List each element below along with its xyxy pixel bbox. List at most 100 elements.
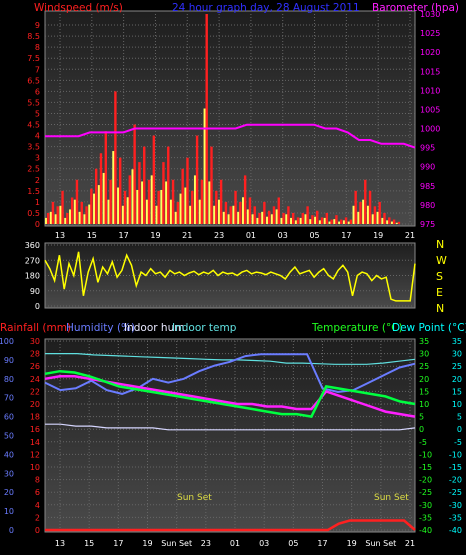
wind-gust-bar: [392, 219, 396, 224]
wind-gust-bar: [320, 217, 324, 224]
series-marks: [44, 14, 416, 532]
wind-gust-bar: [378, 201, 381, 224]
wind-x-tick: 23: [214, 231, 224, 240]
wind-avg-bar: [386, 220, 390, 224]
humidity-y-tick: 50: [4, 432, 14, 441]
wind-avg-bar: [294, 220, 298, 224]
dew-y-tick: -30: [449, 501, 462, 510]
wind-avg-bar: [270, 214, 274, 224]
barometer-title: Barometer (hpa): [372, 2, 459, 14]
wind-avg-bar: [131, 169, 135, 224]
humidity-y-tick: 40: [4, 450, 14, 459]
wind-avg-bar: [107, 199, 111, 224]
dir-compass-label: S: [436, 270, 443, 283]
wind-gust-bar: [301, 212, 304, 224]
dir-y-tick: 0: [35, 302, 40, 311]
temp-y-tick: -20: [419, 476, 432, 485]
wind-avg-bar: [371, 214, 375, 224]
wind-avg-bar: [97, 185, 101, 224]
legend-rainfall: Rainfall (mm): [0, 322, 71, 334]
baro-y-tick: 995: [420, 144, 435, 153]
wind-gust-bar: [224, 201, 228, 224]
wind-gust-bar: [56, 206, 59, 224]
wind-avg-bar: [126, 197, 130, 224]
dir-y-tick: 270: [25, 256, 40, 265]
wind-avg-bar: [342, 220, 346, 224]
wind-gust-bar: [51, 201, 55, 224]
temp-x-tick: 05: [288, 539, 298, 548]
temp-x-tick: Sun Set: [161, 539, 192, 548]
wind-gust-bar: [215, 190, 218, 224]
windspeed-title: Windspeed (m/s): [34, 2, 123, 14]
wind-avg-bar: [275, 209, 279, 224]
dew-y-tick: 15: [452, 387, 462, 396]
wind-y-tick: 6.5: [27, 76, 40, 85]
rain-y-tick: 28: [30, 350, 40, 359]
rain-y-tick: 10: [30, 463, 40, 472]
temp-y-tick: -10: [419, 450, 432, 459]
wind-gust-bar: [287, 206, 290, 224]
legend-dewpoint: Dew Point (°C): [392, 322, 466, 334]
dew-y-tick: -5: [454, 438, 462, 447]
baro-y-tick: 1020: [420, 48, 440, 57]
rain-y-tick: 2: [35, 513, 40, 522]
temp-y-tick: -35: [419, 513, 432, 522]
wind-avg-bar: [150, 175, 154, 224]
wind-avg-bar: [174, 211, 178, 224]
temp-y-tick: 30: [419, 350, 429, 359]
baro-y-tick: 1000: [420, 125, 440, 134]
wind-gust-bar: [133, 124, 136, 224]
wind-avg-bar: [112, 151, 116, 224]
wind-avg-bar: [169, 199, 173, 224]
wind-avg-bar: [102, 172, 106, 224]
wind-gust-bar: [344, 217, 348, 224]
wind-avg-bar: [160, 189, 164, 224]
rain-y-tick: 16: [30, 425, 40, 434]
temp-y-tick: 25: [419, 362, 429, 371]
wind-gust-bar: [359, 201, 362, 224]
tick-labels: 0 0.5 1 1.5 2 2.5 3 3.5 4 4.5 5 5.5 6 6.5 7 7.5 8 8.5 9 975…: [0, 10, 462, 548]
wind-avg-bar: [78, 211, 82, 224]
baro-y-tick: 980: [420, 201, 435, 210]
wind-y-tick: 5: [35, 109, 40, 118]
wind-gust-bar: [61, 190, 64, 224]
humidity-y-tick: 10: [4, 507, 14, 516]
wind-avg-bar: [318, 220, 322, 224]
wind-y-tick: 9: [35, 21, 40, 30]
wind-y-tick: 4.5: [27, 121, 40, 130]
wind-gust-bar: [277, 197, 280, 224]
wind-gust-bar: [205, 14, 208, 224]
temp-y-tick: -30: [419, 501, 432, 510]
dir-compass-label: E: [436, 286, 443, 299]
wind-avg-bar: [49, 211, 53, 224]
wind-y-tick: 0: [35, 220, 40, 229]
rain-y-tick: 18: [30, 413, 40, 422]
wind-gust-bar: [330, 219, 333, 224]
temp-y-tick: -25: [419, 488, 432, 497]
dir-y-tick: 180: [25, 272, 40, 281]
wind-avg-bar: [93, 193, 96, 224]
wind-avg-bar: [376, 211, 380, 224]
temp-x-tick: Sun Set: [365, 539, 396, 548]
humidity-y-tick: 0: [9, 526, 14, 535]
wind-gust-bar: [114, 91, 117, 224]
temp-x-tick: 17: [113, 539, 123, 548]
wind-avg-bar: [88, 204, 92, 224]
wind-avg-bar: [290, 217, 293, 224]
wind-gust-bar: [234, 190, 237, 224]
humidity-y-tick: 80: [4, 375, 14, 384]
baro-y-tick: 1010: [420, 86, 440, 95]
wind-avg-bar: [217, 199, 221, 224]
rain-y-tick: 26: [30, 362, 40, 371]
wind-gust-bar: [253, 206, 256, 224]
wind-avg-bar: [390, 221, 394, 224]
wind-avg-bar: [165, 181, 169, 224]
wind-y-tick: 4: [35, 132, 40, 141]
humidity-y-tick: 100: [0, 337, 14, 346]
baro-y-tick: 990: [420, 163, 435, 172]
temp-x-tick: 13: [55, 539, 65, 548]
dew-y-tick: 0: [457, 425, 462, 434]
wind-gust-bar: [349, 219, 353, 224]
rain-y-tick: 8: [35, 476, 40, 485]
